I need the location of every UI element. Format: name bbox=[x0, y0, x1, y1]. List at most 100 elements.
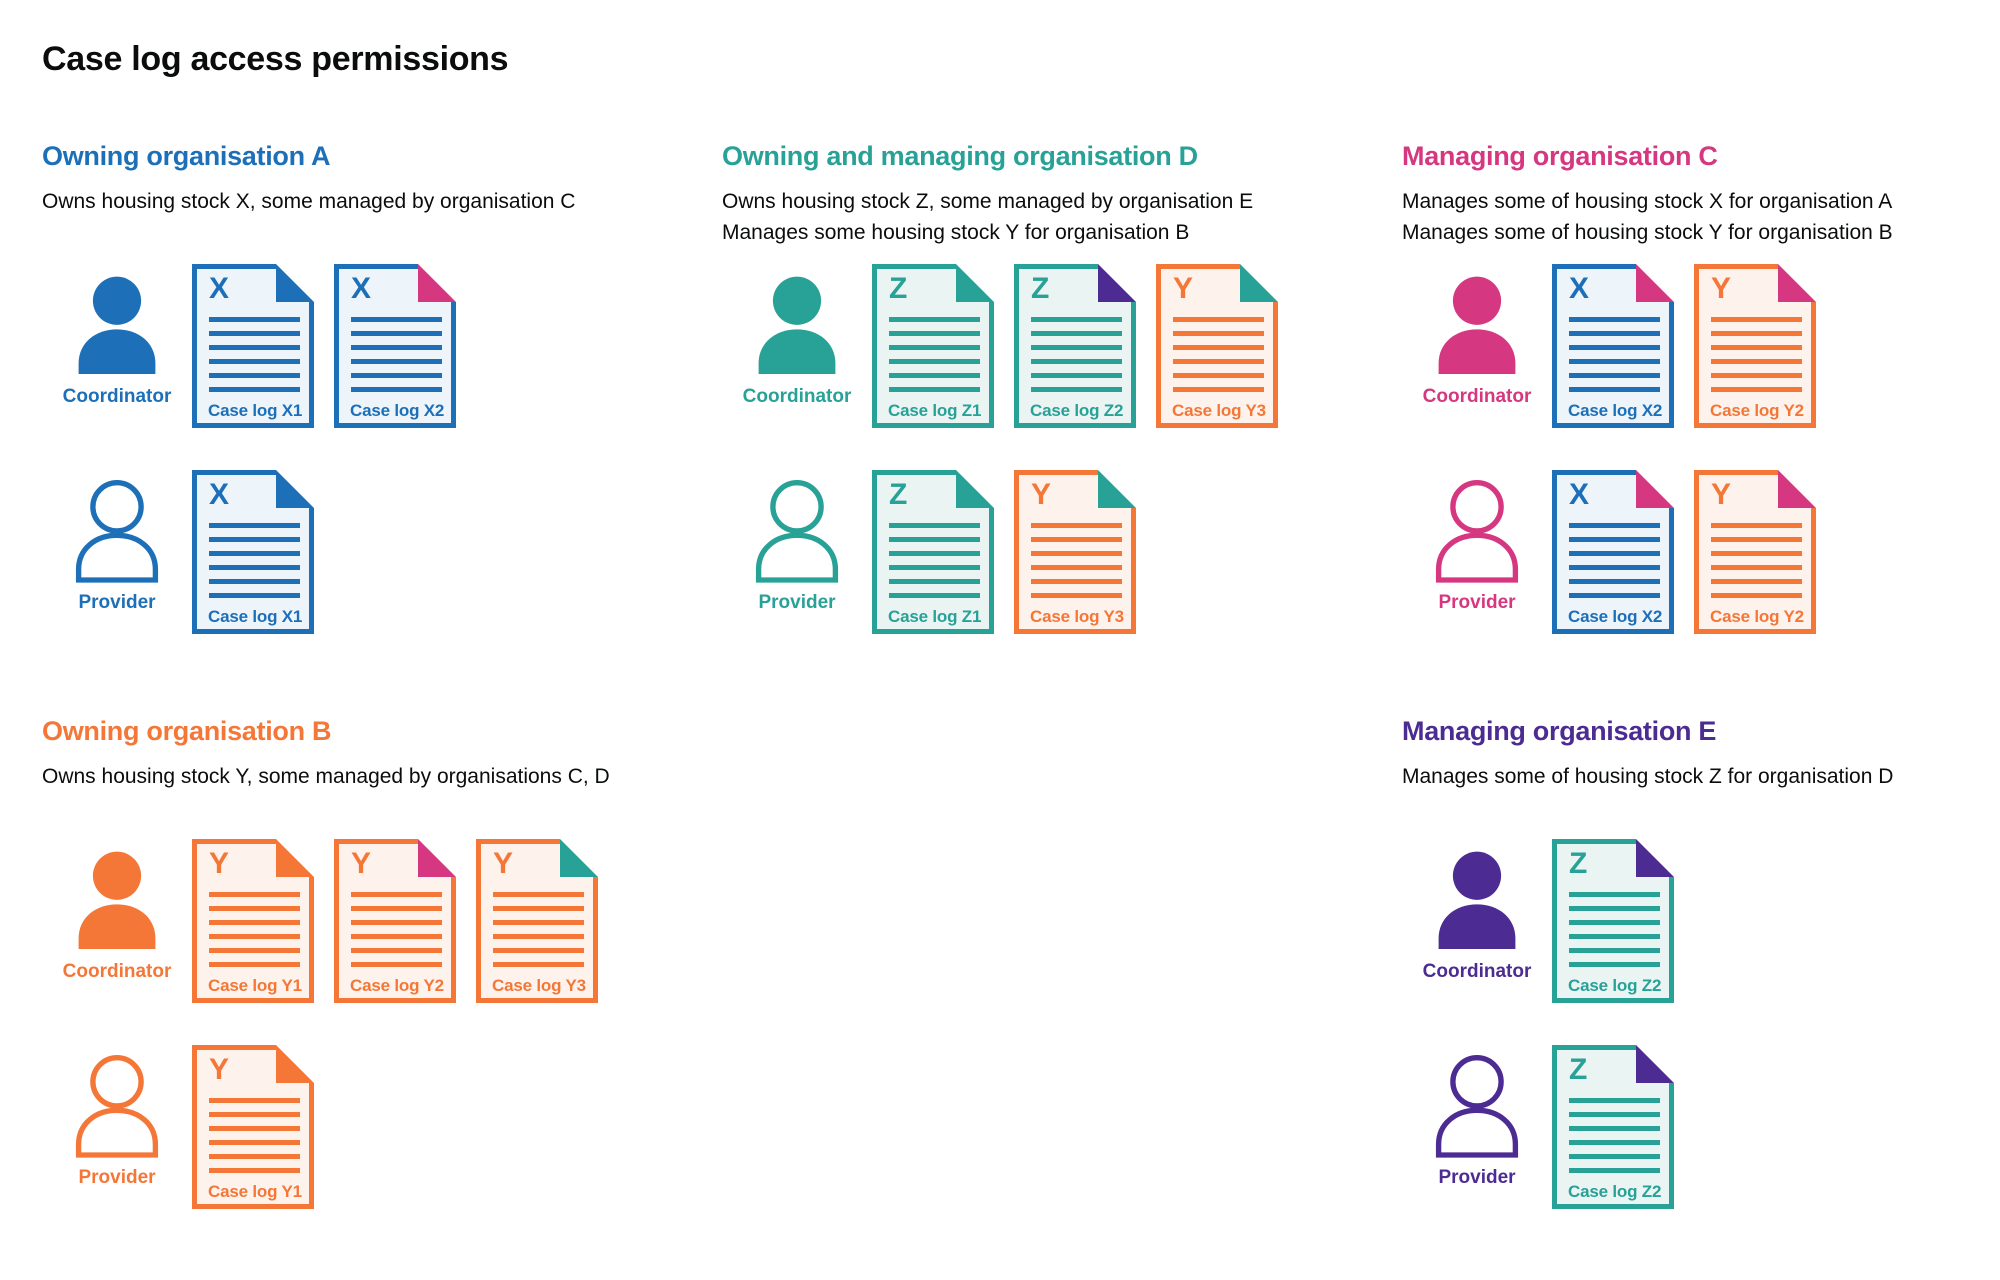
doc-text-lines-icon bbox=[209, 1098, 300, 1182]
doc-text-line bbox=[1569, 934, 1660, 939]
section-description-line: Manages some of housing stock Z for orga… bbox=[1402, 765, 1894, 788]
doc-text-line bbox=[1711, 551, 1802, 556]
person-filled-icon bbox=[78, 276, 156, 374]
doc-text-line bbox=[1173, 345, 1264, 350]
person-head-shape bbox=[1450, 1055, 1504, 1109]
section-title: Owning organisation B bbox=[42, 716, 332, 746]
person-outline-icon bbox=[75, 480, 159, 583]
doc-text-line bbox=[1173, 317, 1264, 322]
doc-text-line bbox=[1569, 906, 1660, 911]
doc-text-lines-icon bbox=[209, 892, 300, 976]
doc-text-line bbox=[889, 331, 980, 336]
role-row: Coordinator X Case log X2 Y Case log Y2 bbox=[1402, 264, 2000, 428]
role-label: Coordinator bbox=[62, 961, 172, 982]
doc-text-line bbox=[209, 317, 300, 322]
doc-text-line bbox=[1711, 373, 1802, 378]
folded-corner-icon bbox=[1098, 264, 1136, 302]
doc-text-line bbox=[1569, 892, 1660, 897]
person-filled-icon bbox=[758, 276, 836, 374]
doc-stock-letter: Y bbox=[1031, 478, 1052, 511]
doc-text-line bbox=[351, 920, 442, 925]
doc-text-line bbox=[1031, 345, 1122, 350]
doc-text-line bbox=[1569, 359, 1660, 364]
person-head-shape bbox=[770, 480, 824, 534]
doc-text-line bbox=[1569, 387, 1660, 392]
doc-text-line bbox=[1711, 317, 1802, 322]
doc-text-line bbox=[351, 359, 442, 364]
doc-text-line bbox=[209, 934, 300, 939]
doc-case-log-z2: Z Case log Z2 bbox=[1014, 264, 1136, 428]
coordinator-person-block: Coordinator bbox=[42, 849, 192, 983]
doc-text-line bbox=[351, 962, 442, 967]
folded-corner-icon bbox=[1240, 264, 1278, 302]
doc-case-log-z1: Z Case log Z1 bbox=[872, 264, 994, 428]
doc-text-line bbox=[1711, 359, 1802, 364]
doc-case-log-y1: Y Case log Y1 bbox=[192, 1045, 314, 1209]
folded-corner-icon bbox=[1636, 1045, 1674, 1083]
folded-corner-icon bbox=[418, 264, 456, 302]
doc-text-line bbox=[209, 537, 300, 542]
role-label: Provider bbox=[78, 1167, 156, 1188]
docs-row: Y Case log Y1 Y Case log Y2 Y bbox=[192, 839, 598, 1003]
person-head-shape bbox=[90, 1055, 144, 1109]
doc-label: Case log Y2 bbox=[1710, 401, 1804, 420]
doc-label: Case log Y2 bbox=[350, 976, 444, 995]
doc-case-log-x2: X Case log X2 bbox=[334, 264, 456, 428]
doc-text-line bbox=[209, 962, 300, 967]
doc-stock-letter: Z bbox=[889, 478, 908, 511]
doc-text-line bbox=[209, 1140, 300, 1145]
section-title: Owning and managing organisation D bbox=[722, 141, 1198, 171]
role-row: Provider Z Case log Z1 Y Case log Y3 bbox=[722, 470, 1402, 634]
section-description-line: Manages some housing stock Y for organis… bbox=[722, 221, 1190, 244]
doc-text-lines-icon bbox=[493, 892, 584, 976]
person-body-shape bbox=[1435, 1107, 1519, 1158]
doc-text-line bbox=[1569, 1098, 1660, 1103]
doc-text-line bbox=[1711, 593, 1802, 598]
doc-stock-letter: X bbox=[351, 272, 372, 305]
doc-text-line bbox=[209, 345, 300, 350]
doc-stock-letter: Z bbox=[1569, 847, 1588, 880]
folded-corner-icon bbox=[1636, 264, 1674, 302]
doc-label: Case log Z2 bbox=[1030, 401, 1124, 420]
person-body-shape bbox=[1435, 532, 1519, 583]
docs-row: Z Case log Z1 Y Case log Y3 bbox=[872, 470, 1136, 634]
doc-text-lines-icon bbox=[1569, 317, 1660, 401]
person-body-shape bbox=[1438, 904, 1516, 949]
folded-corner-icon bbox=[276, 470, 314, 508]
doc-label: Case log Y1 bbox=[208, 1182, 302, 1201]
doc-text-lines-icon bbox=[889, 523, 980, 607]
doc-label: Case log Y2 bbox=[1710, 607, 1804, 626]
doc-text-line bbox=[493, 948, 584, 953]
section-title: Owning organisation A bbox=[42, 141, 331, 171]
doc-text-line bbox=[889, 345, 980, 350]
doc-stock-letter: Y bbox=[493, 847, 514, 880]
doc-label: Case log Z2 bbox=[1568, 976, 1662, 995]
doc-text-line bbox=[1569, 593, 1660, 598]
doc-text-line bbox=[209, 1168, 300, 1173]
doc-text-line bbox=[351, 892, 442, 897]
folded-corner-icon bbox=[418, 839, 456, 877]
section-managing-organisation-c: Managing organisation C Manages some of … bbox=[1402, 141, 2000, 676]
folded-corner-icon bbox=[1098, 470, 1136, 508]
doc-stock-letter: Z bbox=[1569, 1053, 1588, 1086]
doc-case-log-z2: Z Case log Z2 bbox=[1552, 1045, 1674, 1209]
docs-row: Y Case log Y1 bbox=[192, 1045, 314, 1209]
doc-text-line bbox=[209, 565, 300, 570]
doc-case-log-y3: Y Case log Y3 bbox=[1156, 264, 1278, 428]
docs-row: X Case log X2 Y Case log Y2 bbox=[1552, 264, 1816, 428]
doc-case-log-x1: X Case log X1 bbox=[192, 264, 314, 428]
doc-text-line bbox=[1031, 373, 1122, 378]
folded-corner-icon bbox=[1636, 470, 1674, 508]
doc-text-line bbox=[209, 523, 300, 528]
person-body-shape bbox=[75, 1107, 159, 1158]
coordinator-person-block: Coordinator bbox=[42, 274, 192, 408]
doc-text-line bbox=[1711, 387, 1802, 392]
person-body-shape bbox=[75, 532, 159, 583]
docs-row: Z Case log Z2 bbox=[1552, 1045, 1674, 1209]
role-label: Provider bbox=[78, 592, 156, 613]
section-owning-organisation-a: Owning organisation A Owns housing stock… bbox=[42, 141, 722, 676]
sections-grid: Owning organisation A Owns housing stock… bbox=[42, 141, 2000, 1251]
doc-text-line bbox=[209, 892, 300, 897]
doc-text-line bbox=[889, 593, 980, 598]
role-label: Coordinator bbox=[742, 386, 852, 407]
